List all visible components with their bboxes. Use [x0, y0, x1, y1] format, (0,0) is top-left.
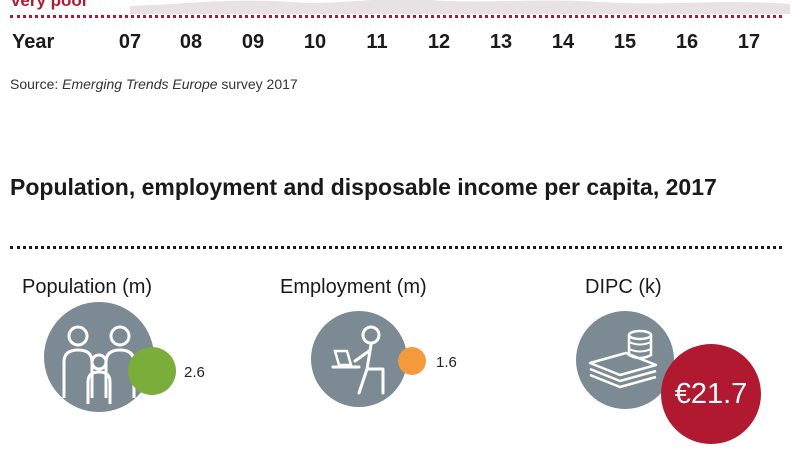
year-tick: 14: [551, 31, 575, 53]
year-tick: 15: [613, 31, 637, 53]
section-divider-dotted: [10, 246, 782, 249]
year-axis-label: Year: [12, 31, 55, 53]
year-tick: 17: [737, 31, 761, 53]
year-tick: 13: [489, 31, 513, 53]
year-axis: Year 07 08 09 10 11 12 13 14 15 16 17: [10, 31, 790, 55]
year-tick: 09: [241, 31, 265, 53]
employment-value: 1.6: [436, 354, 457, 371]
dipc-value: €21.7: [674, 378, 748, 410]
rating-label-very-poor: Very poor: [10, 0, 89, 10]
population-value-dot: [128, 347, 176, 395]
chart-baseline-dotted: [10, 15, 782, 18]
year-tick: 16: [675, 31, 699, 53]
employment-value-dot: [398, 347, 426, 375]
source-title: Emerging Trends Europe: [62, 76, 218, 92]
source-suffix: survey 2017: [217, 76, 298, 92]
year-tick: 12: [427, 31, 451, 53]
dipc-label: DIPC (k): [585, 276, 662, 298]
dipc-metric: [576, 311, 674, 409]
source-prefix: Source:: [10, 76, 63, 92]
employment-metric: [311, 311, 407, 407]
population-value: 2.6: [184, 364, 205, 381]
year-tick: 11: [366, 31, 388, 53]
dipc-value-badge: [661, 344, 761, 444]
worker-at-laptop-icon: [311, 311, 407, 407]
money-stack-icon: [576, 311, 674, 409]
section-title: Population, employment and disposable in…: [10, 174, 717, 200]
employment-label: Employment (m): [280, 276, 427, 298]
faded-chart-area: [130, 0, 790, 14]
population-label: Population (m): [22, 276, 153, 298]
year-tick: 08: [179, 31, 203, 53]
year-tick: 07: [118, 31, 142, 53]
year-tick: 10: [303, 31, 327, 53]
source-note: Source: Emerging Trends Europe survey 20…: [10, 76, 298, 92]
